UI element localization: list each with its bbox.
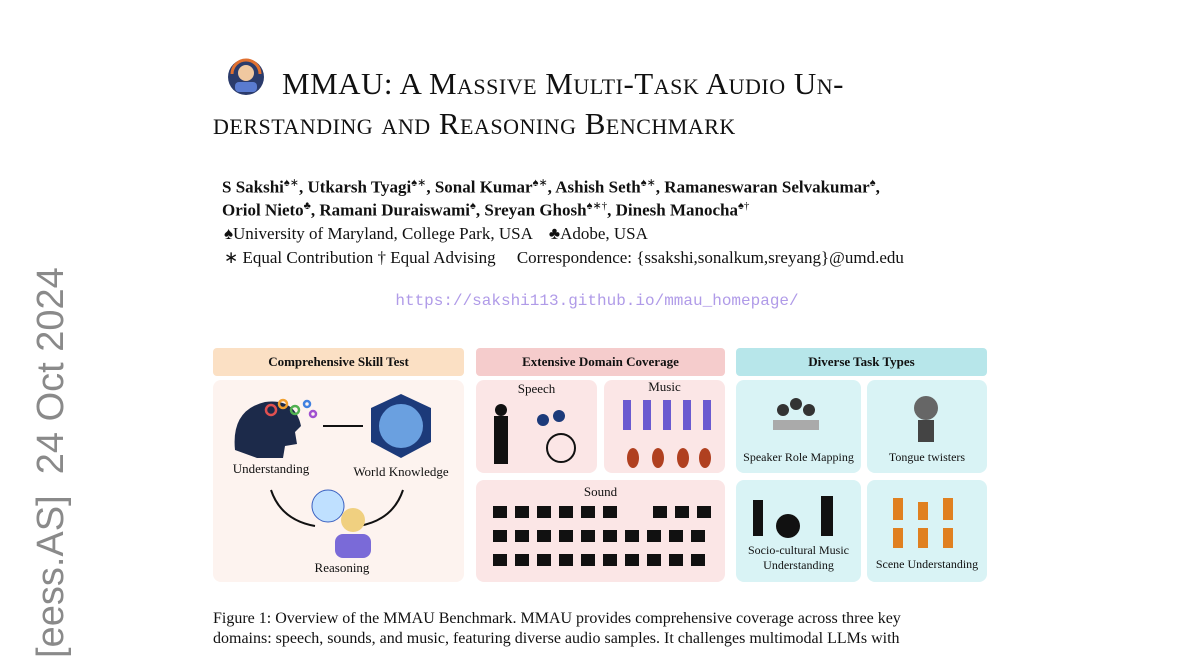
figure-label: Tongue twisters	[888, 450, 966, 464]
author-mark: ♠∗	[532, 177, 548, 189]
author-name: Oriol Nieto	[222, 200, 304, 220]
figure-label: Reasoning	[314, 560, 370, 575]
panel-header: Comprehensive Skill Test	[213, 348, 464, 376]
caption-line: Figure 1: Overview of the MMAU Benchmark…	[213, 610, 901, 627]
author-name: , Sonal Kumar	[426, 177, 533, 197]
panel-header: Diverse Task Types	[736, 348, 987, 376]
panel-header: Extensive Domain Coverage	[476, 348, 725, 376]
author-mark: ♠∗	[283, 177, 299, 189]
author-line: Oriol Nieto♣, Ramani Duraiswami♠, Sreyan…	[222, 199, 749, 221]
title-line: MMAU: A Massive Multi-Task Audio Un-	[282, 66, 844, 101]
figure-label: World Knowledge	[353, 464, 449, 479]
author-mark: ♠	[869, 177, 876, 189]
author-mark: ♠†	[737, 200, 750, 212]
author-name: , Ashish Seth	[547, 177, 641, 197]
figure-label: Speaker Role Mapping	[743, 450, 854, 464]
author-mark: ♣	[303, 200, 311, 212]
author-name: , Sreyan Ghosh	[475, 200, 587, 220]
figure-label: Scene Understanding	[875, 557, 979, 571]
author-name: , Ramaneswaran Selvakumar	[655, 177, 870, 197]
logo	[228, 58, 264, 95]
affiliations: ♠University of Maryland, College Park, U…	[224, 224, 648, 243]
figure-icons	[234, 394, 953, 566]
figure-label: Socio-cultural Music Understanding	[748, 543, 849, 572]
author-name: ,	[875, 177, 880, 197]
project-url[interactable]: https://sakshi113.github.io/mmau_homepag…	[395, 292, 799, 310]
figure-label: Music	[648, 379, 681, 394]
figure-label: Sound	[583, 484, 618, 499]
author-name: S Sakshi	[222, 177, 284, 197]
figure-label: Understanding	[232, 461, 310, 476]
caption-line: domains: speech, sounds, and music, feat…	[213, 630, 900, 647]
author-name: , Dinesh Manocha	[607, 200, 738, 220]
arxiv-stamp: [eess.AS] 24 Oct 2024	[30, 267, 72, 658]
author-mark: ♠	[470, 200, 476, 212]
author-name: , Utkarsh Tyagi	[298, 177, 412, 197]
title-line: derstanding and Reasoning Benchmark	[213, 106, 736, 141]
author-mark: ♠∗†	[586, 200, 608, 212]
author-mark: ♠∗	[411, 177, 427, 189]
author-mark: ♠∗	[640, 177, 656, 189]
contributions: ∗ Equal Contribution † Equal Advising Co…	[224, 248, 904, 267]
figure-label: Speech	[517, 381, 556, 396]
author-line: S Sakshi♠∗, Utkarsh Tyagi♠∗, Sonal Kumar…	[222, 176, 880, 198]
author-name: , Ramani Duraiswami	[310, 200, 471, 220]
